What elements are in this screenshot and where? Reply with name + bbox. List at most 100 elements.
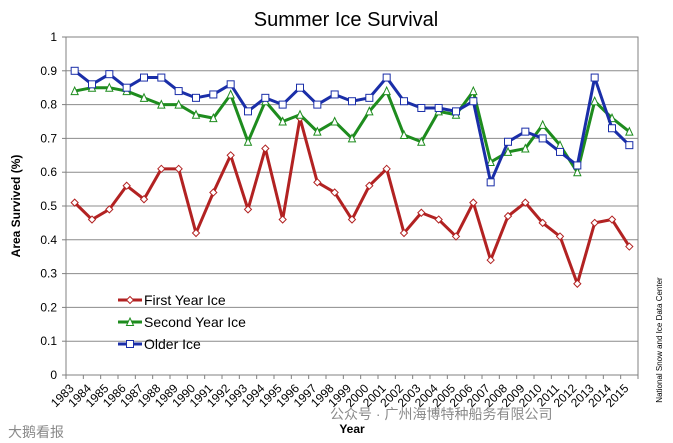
- ytick-label-2: 0.2: [40, 300, 57, 314]
- x-axis-ticks: 1983198419851986198719881989199019911992…: [48, 375, 639, 410]
- series-first-year-ice: [70, 113, 634, 288]
- point-older-ice-2000: [365, 93, 374, 102]
- ytick-label-0: 0: [50, 368, 57, 382]
- point-first-year-ice-1986: [122, 181, 131, 190]
- point-older-ice-2005: [452, 107, 460, 116]
- ytick-label-3: 0.3: [40, 267, 57, 281]
- point-first-year-ice-2009: [521, 198, 530, 207]
- chart-title: Summer Ice Survival: [254, 9, 439, 31]
- point-older-ice-1990: [192, 93, 200, 102]
- point-older-ice-2010: [538, 134, 547, 143]
- point-second-year-ice-2001: [382, 85, 391, 96]
- point-older-ice-1986: [122, 83, 131, 92]
- point-second-year-ice-1995: [278, 116, 287, 126]
- series-layer: [70, 66, 634, 288]
- point-older-ice-2004: [434, 103, 443, 112]
- point-first-year-ice-1992: [226, 151, 235, 160]
- point-older-ice-2011: [556, 147, 564, 156]
- point-second-year-ice-1992: [226, 89, 235, 99]
- point-first-year-ice-1985: [105, 205, 114, 214]
- point-older-ice-2001: [382, 73, 391, 82]
- y-axis-ticks: 0 0.1 0.2 0.3 0.4 0.5 0.6 0.7 0.8 0.9 1: [40, 30, 66, 382]
- ytick-label-1: 0.1: [40, 334, 57, 348]
- ytick-label-7: 0.7: [40, 131, 57, 145]
- point-second-year-ice-2000: [365, 106, 374, 116]
- legend-label-second-year-ice: Second Year Ice: [144, 314, 246, 330]
- point-first-year-ice-1990: [191, 228, 201, 238]
- point-second-year-ice-2013: [590, 96, 599, 106]
- legend-label-first-year-ice: First Year Ice: [144, 292, 226, 308]
- x-axis-label: Year: [339, 422, 365, 436]
- point-first-year-ice-1991: [209, 188, 218, 197]
- point-first-year-ice-1998: [330, 188, 339, 197]
- ytick-label-6: 0.6: [40, 165, 57, 179]
- point-older-ice-2012: [573, 161, 582, 170]
- ytick-label-9: 0.9: [40, 64, 57, 78]
- point-older-ice-2014: [608, 124, 616, 133]
- point-older-ice-2008: [504, 137, 512, 146]
- point-older-ice-1997: [313, 100, 322, 109]
- point-older-ice-2015: [625, 141, 634, 150]
- point-second-year-ice-2008: [503, 146, 513, 156]
- point-first-year-ice-1994: [261, 144, 270, 153]
- point-first-year-ice-2002: [399, 228, 409, 238]
- legend-item-second-year-ice: Second Year Ice: [118, 314, 246, 330]
- legend-marker-first-year-ice: [125, 295, 135, 305]
- point-older-ice-1995: [278, 100, 287, 109]
- point-second-year-ice-1990: [191, 109, 201, 119]
- point-first-year-ice-2005: [451, 232, 461, 241]
- point-older-ice-1985: [105, 70, 114, 79]
- series-older-ice: [70, 66, 634, 187]
- point-first-year-ice-2000: [365, 181, 374, 190]
- point-second-year-ice-1988: [157, 99, 166, 109]
- point-older-ice-2007: [486, 178, 495, 187]
- point-first-year-ice-2010: [538, 218, 547, 228]
- legend: First Year Ice Second Year Ice Older Ice: [118, 292, 246, 352]
- point-first-year-ice-2015: [625, 242, 634, 251]
- legend-item-first-year-ice: First Year Ice: [118, 292, 226, 308]
- point-older-ice-1993: [244, 107, 252, 116]
- point-first-year-ice-2007: [486, 255, 495, 265]
- legend-marker-second-year-ice: [125, 316, 135, 326]
- point-first-year-ice-1988: [157, 164, 166, 174]
- point-first-year-ice-1987: [139, 195, 149, 204]
- watermark-left: 大鹅看报: [8, 424, 64, 440]
- ytick-label-8: 0.8: [40, 98, 57, 112]
- ytick-label-10: 1: [50, 30, 57, 44]
- point-second-year-ice-2009: [521, 143, 530, 153]
- point-first-year-ice-1989: [174, 164, 183, 174]
- point-first-year-ice-2012: [573, 279, 582, 288]
- credit-text: National Snow and Ice Data Center: [655, 277, 664, 403]
- point-second-year-ice-2003: [417, 136, 426, 146]
- point-older-ice-1992: [226, 80, 235, 89]
- point-older-ice-1991: [209, 90, 218, 99]
- point-first-year-ice-2006: [469, 198, 478, 207]
- point-older-ice-1989: [174, 87, 183, 96]
- point-first-year-ice-1999: [347, 215, 357, 224]
- legend-marker-older-ice: [126, 340, 134, 348]
- point-first-year-ice-1993: [243, 205, 253, 214]
- point-second-year-ice-2015: [625, 126, 634, 136]
- point-second-year-ice-1998: [330, 116, 339, 126]
- point-older-ice-2003: [417, 103, 426, 112]
- point-older-ice-1996: [296, 83, 304, 92]
- point-second-year-ice-1991: [209, 112, 218, 123]
- point-second-year-ice-2002: [399, 129, 409, 140]
- point-second-year-ice-1999: [347, 133, 357, 143]
- point-older-ice-1994: [261, 93, 270, 102]
- point-older-ice-1988: [157, 73, 166, 82]
- point-older-ice-1983: [70, 66, 79, 75]
- point-first-year-ice-1984: [87, 215, 97, 224]
- point-first-year-ice-2013: [590, 218, 599, 228]
- point-first-year-ice-2014: [607, 215, 617, 224]
- point-second-year-ice-1996: [295, 109, 305, 119]
- ytick-label-5: 0.5: [40, 199, 57, 213]
- point-second-year-ice-1993: [243, 136, 253, 146]
- legend-item-older-ice: Older Ice: [118, 336, 201, 352]
- ytick-label-4: 0.4: [40, 233, 57, 247]
- point-older-ice-1999: [348, 97, 356, 106]
- y-axis-label: Area Survived (%): [9, 155, 23, 258]
- point-first-year-ice-1997: [313, 178, 322, 187]
- point-second-year-ice-1987: [139, 92, 149, 102]
